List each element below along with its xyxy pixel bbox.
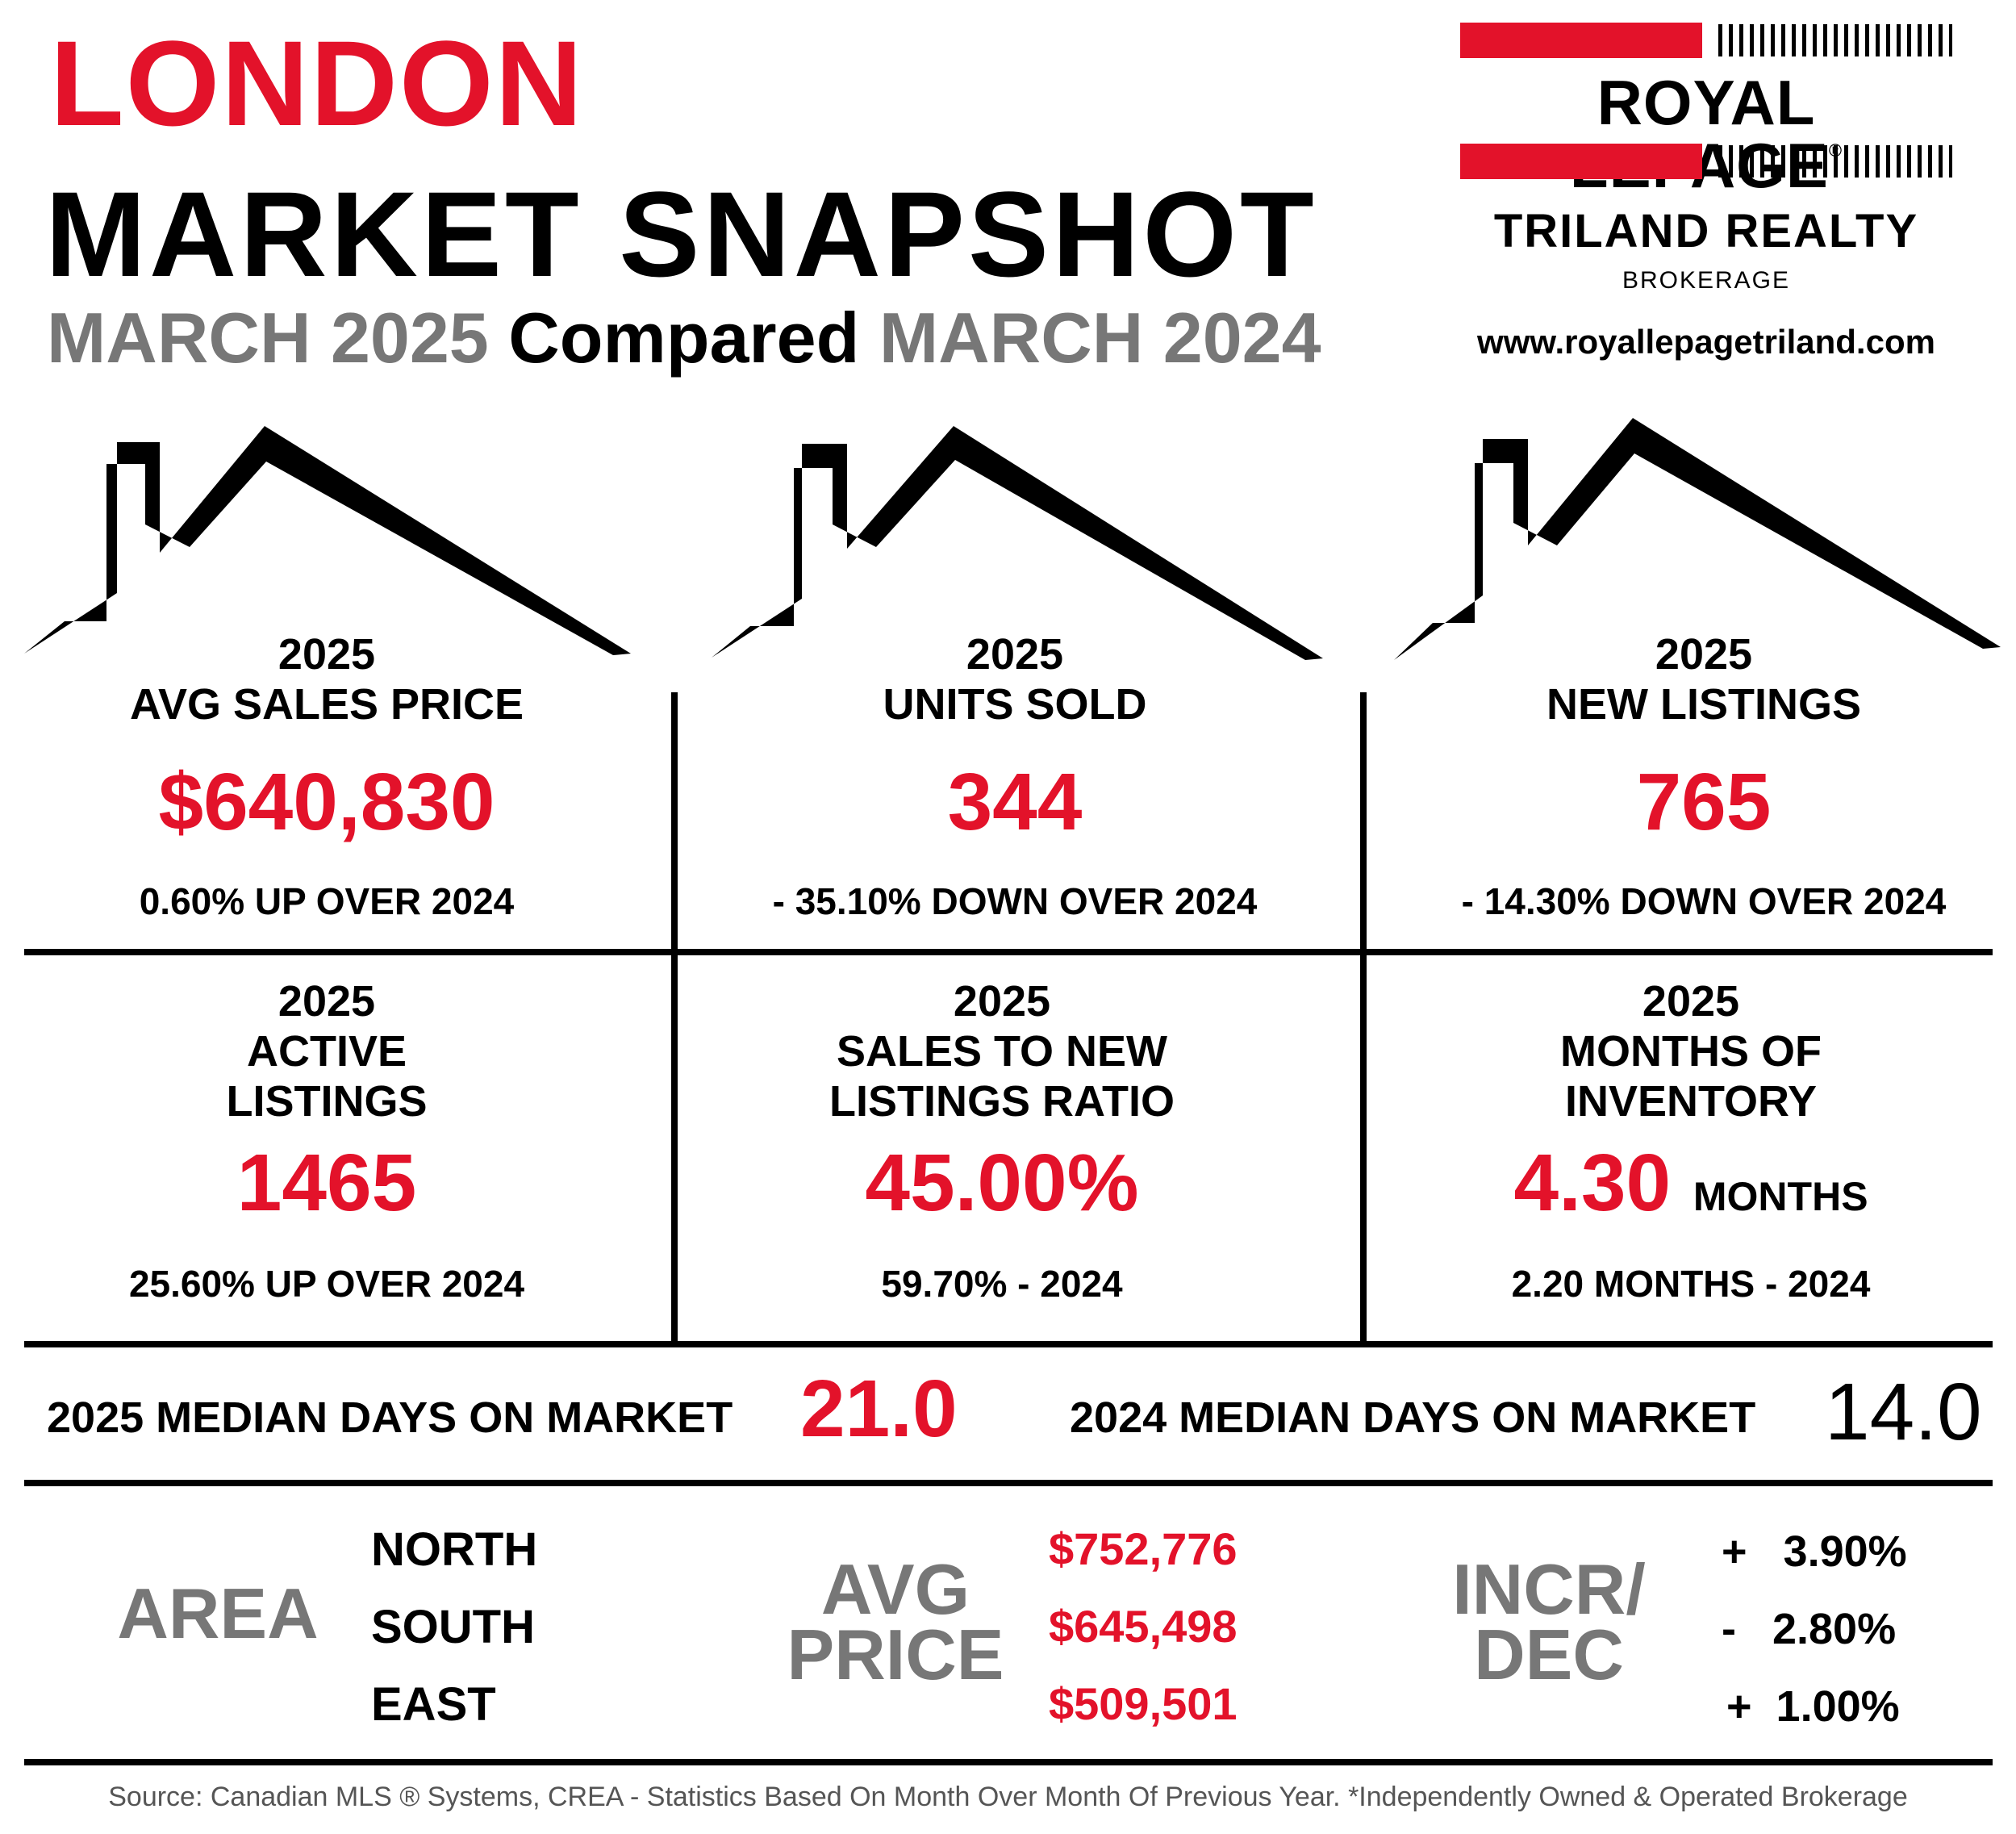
metric-year: 2025 <box>278 630 376 679</box>
metric-change: - 35.10% DOWN OVER 2024 <box>772 880 1258 922</box>
house-roofs <box>24 418 2001 660</box>
area-change: - 2.80% <box>1722 1605 1897 1653</box>
metric-value: 765 <box>1636 757 1772 847</box>
area-price: $509,501 <box>1049 1678 1238 1729</box>
grid-divider <box>24 949 1993 955</box>
metric-avg-sales-price: 2025 AVG SALES PRICE $640,830 0.60% UP O… <box>4 629 649 920</box>
metric-value: 45.00% <box>865 1138 1139 1228</box>
logo-ticks-bottom <box>1718 145 1952 178</box>
metric-label: UNITS SOLD <box>883 680 1147 729</box>
source-footer: Source: Canadian MLS ® Systems, CREA - S… <box>108 1782 1908 1812</box>
metric-change: 59.70% - 2024 <box>881 1263 1123 1305</box>
metric-change: 2.20 MONTHS - 2024 <box>1511 1263 1871 1305</box>
area-name: EAST <box>371 1678 496 1731</box>
metric-year: 2025 <box>1655 630 1753 679</box>
grid-divider <box>24 1341 1993 1347</box>
metric-year: 2025 <box>278 977 376 1026</box>
metric-label: LISTINGS RATIO <box>829 1077 1175 1126</box>
website-link[interactable]: www.royallepagetriland.com <box>1477 323 1935 361</box>
metric-label: ACTIVE <box>246 1027 407 1076</box>
dom-current-label: 2025 MEDIAN DAYS ON MARKET <box>47 1393 733 1442</box>
dom-previous-value: 14.0 <box>1825 1367 1982 1457</box>
metric-year: 2025 <box>1642 977 1740 1026</box>
current-period: MARCH 2025 <box>47 298 489 378</box>
metric-label: SALES TO NEW <box>836 1027 1168 1076</box>
brokerage-label: BROKERAGE <box>1622 267 1791 294</box>
area-change: + 3.90% <box>1722 1527 1907 1576</box>
metric-value: $640,830 <box>158 757 495 847</box>
compared-word: Compared <box>508 298 860 378</box>
brokerage-logo: ROYAL LEPAGE® TRILAND REALTY BROKERAGE w… <box>1460 23 1976 410</box>
comparison-subtitle: MARCH 2025 Compared MARCH 2024 <box>47 303 1321 374</box>
house-roof-icon <box>1394 418 2001 660</box>
logo-red-bar-bottom <box>1460 144 1702 179</box>
company-name: TRILAND REALTY <box>1493 205 1919 257</box>
metric-units-sold: 2025 UNITS SOLD 344 - 35.10% DOWN OVER 2… <box>692 629 1338 920</box>
change-heading: INCR/ DEC <box>1452 1549 1646 1694</box>
logo-red-bar-top <box>1460 23 1702 58</box>
metric-label: INVENTORY <box>1564 1077 1818 1126</box>
city-title: LONDON <box>50 15 584 151</box>
metric-unit: MONTHS <box>1693 1174 1868 1219</box>
metric-sales-to-new-listings-ratio: 2025 SALES TO NEW LISTINGS RATIO 45.00% … <box>679 976 1325 1302</box>
grid-divider <box>671 692 678 1344</box>
area-heading: AREA <box>117 1573 319 1653</box>
metric-value: 344 <box>947 757 1083 847</box>
metric-change: - 14.30% DOWN OVER 2024 <box>1461 880 1947 922</box>
house-roof-icon <box>24 426 631 655</box>
grid-divider <box>1360 692 1367 1344</box>
metric-value: 4.30 MONTHS <box>1513 1138 1868 1228</box>
area-change: + 1.00% <box>1726 1682 1900 1731</box>
metric-change: 25.60% UP OVER 2024 <box>128 1263 525 1305</box>
metric-label: NEW LISTINGS <box>1546 680 1861 729</box>
metric-label: LISTINGS <box>226 1077 428 1126</box>
area-price: $752,776 <box>1049 1523 1238 1574</box>
metric-months-of-inventory: 2025 MONTHS OF INVENTORY 4.30 MONTHS 2.2… <box>1368 976 2014 1302</box>
metric-active-listings: 2025 ACTIVE LISTINGS 1465 25.60% UP OVER… <box>4 976 649 1302</box>
metric-change: 0.60% UP OVER 2024 <box>139 880 515 922</box>
area-name: NORTH <box>371 1523 538 1576</box>
logo-ticks-top <box>1718 24 1952 56</box>
dom-previous-label: 2024 MEDIAN DAYS ON MARKET <box>1070 1393 1756 1442</box>
metric-label: AVG SALES PRICE <box>129 680 524 729</box>
metric-value: 1465 <box>236 1138 417 1228</box>
dom-current-value: 21.0 <box>800 1364 958 1454</box>
previous-period: MARCH 2024 <box>879 298 1321 378</box>
metric-new-listings: 2025 NEW LISTINGS 765 - 14.30% DOWN OVER… <box>1381 629 2016 920</box>
area-name: SOUTH <box>371 1601 535 1653</box>
grid-divider <box>24 1759 1993 1765</box>
metric-year: 2025 <box>966 630 1064 679</box>
page-title: MARKET SNAPSHOT <box>45 166 1317 302</box>
house-roof-icon <box>712 426 1323 660</box>
metric-year: 2025 <box>953 977 1051 1026</box>
avg-price-heading: AVG PRICE <box>787 1549 1004 1694</box>
area-price: $645,498 <box>1049 1601 1238 1652</box>
metric-label: MONTHS OF <box>1560 1027 1822 1076</box>
grid-divider <box>24 1480 1993 1486</box>
